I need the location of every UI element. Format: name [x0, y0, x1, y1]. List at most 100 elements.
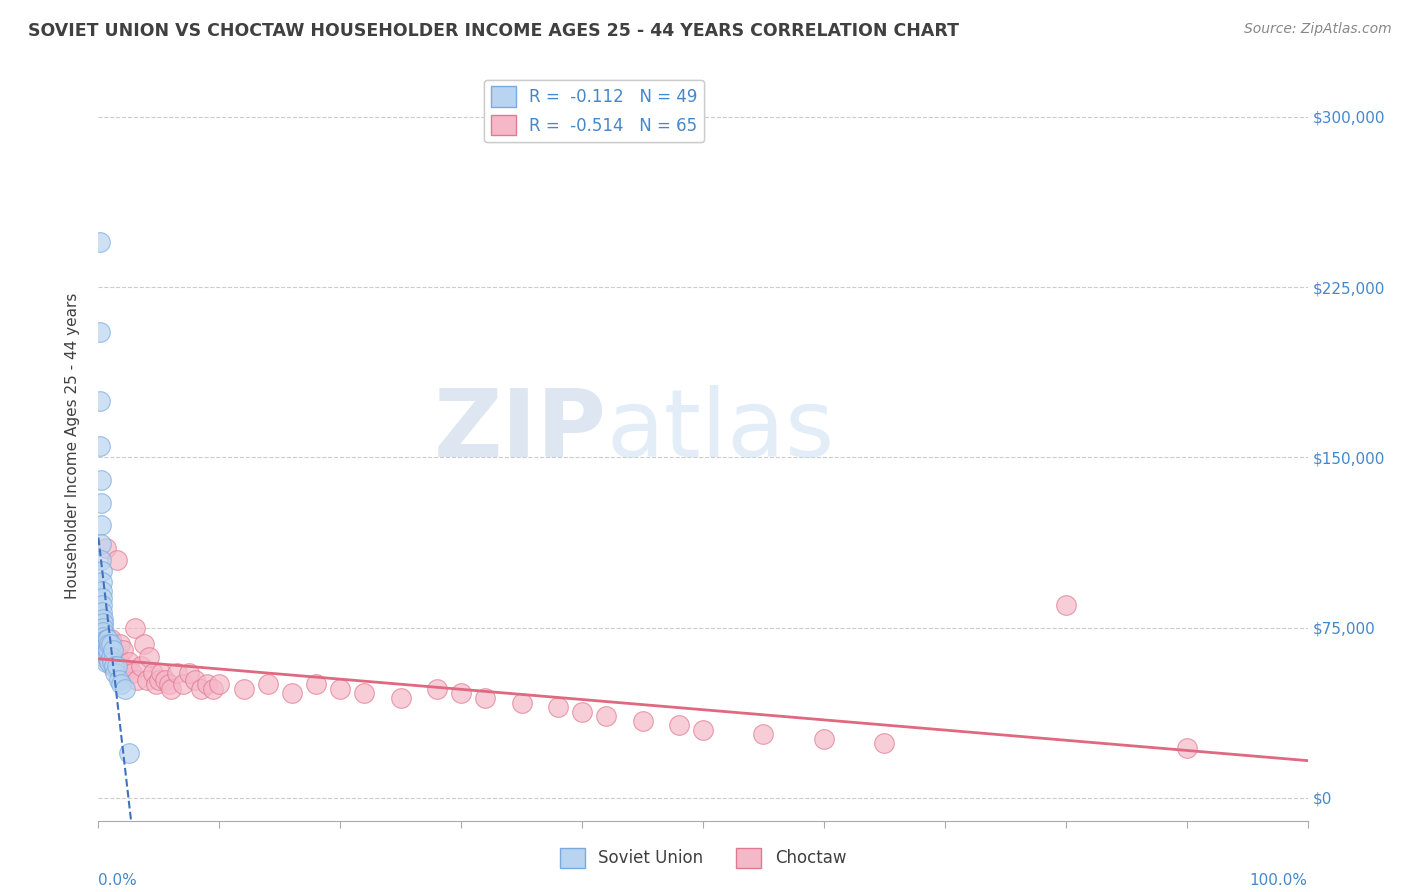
Point — [94, 650, 117, 665]
Point — [153, 673, 176, 687]
Point — [135, 673, 157, 687]
Point — [89, 326, 111, 340]
Point — [96, 636, 118, 650]
Point — [114, 681, 136, 696]
Point — [752, 727, 775, 741]
Point — [100, 636, 122, 650]
Point — [111, 643, 134, 657]
Point — [281, 686, 304, 700]
Point — [97, 643, 120, 657]
Point — [124, 621, 146, 635]
Point — [103, 650, 125, 665]
Point — [91, 625, 114, 640]
Point — [150, 666, 173, 681]
Point — [89, 439, 111, 453]
Point — [97, 632, 120, 646]
Point — [91, 564, 114, 578]
Point — [813, 731, 835, 746]
Point — [91, 616, 114, 631]
Point — [93, 639, 115, 653]
Point — [105, 552, 128, 566]
Point — [108, 636, 131, 650]
Point — [91, 630, 114, 644]
Point — [107, 650, 129, 665]
Point — [91, 605, 114, 619]
Point — [91, 611, 114, 625]
Point — [94, 655, 117, 669]
Point — [108, 673, 131, 687]
Point — [668, 718, 690, 732]
Point — [104, 666, 127, 681]
Point — [93, 636, 115, 650]
Point — [138, 650, 160, 665]
Point — [90, 473, 112, 487]
Point — [108, 655, 131, 669]
Point — [93, 646, 115, 660]
Point — [256, 677, 278, 691]
Point — [114, 666, 136, 681]
Point — [93, 636, 115, 650]
Point — [142, 666, 165, 681]
Point — [157, 677, 180, 691]
Text: ZIP: ZIP — [433, 385, 606, 477]
Point — [90, 518, 112, 533]
Point — [232, 681, 254, 696]
Point — [134, 636, 156, 650]
Legend: Soviet Union, Choctaw: Soviet Union, Choctaw — [553, 841, 853, 875]
Text: SOVIET UNION VS CHOCTAW HOUSEHOLDER INCOME AGES 25 - 44 YEARS CORRELATION CHART: SOVIET UNION VS CHOCTAW HOUSEHOLDER INCO… — [28, 22, 959, 40]
Point — [145, 677, 167, 691]
Point — [118, 746, 141, 760]
Legend: R =  -0.112   N = 49, R =  -0.514   N = 65: R = -0.112 N = 49, R = -0.514 N = 65 — [484, 79, 704, 142]
Point — [98, 655, 121, 669]
Point — [121, 666, 143, 681]
Text: 0.0%: 0.0% — [98, 873, 138, 888]
Point — [148, 673, 170, 687]
Text: Source: ZipAtlas.com: Source: ZipAtlas.com — [1244, 22, 1392, 37]
Point — [127, 673, 149, 687]
Point — [160, 681, 183, 696]
Point — [329, 681, 352, 696]
Point — [104, 655, 127, 669]
Point — [195, 677, 218, 691]
Point — [179, 666, 201, 681]
Point — [91, 584, 114, 599]
Point — [692, 723, 714, 737]
Point — [1175, 741, 1198, 756]
Point — [184, 673, 207, 687]
Point — [190, 681, 212, 696]
Text: atlas: atlas — [606, 385, 835, 477]
Point — [96, 643, 118, 657]
Point — [110, 677, 132, 691]
Point — [91, 575, 114, 590]
Point — [90, 552, 112, 566]
Point — [118, 655, 141, 669]
Y-axis label: Householder Income Ages 25 - 44 years: Householder Income Ages 25 - 44 years — [65, 293, 80, 599]
Point — [91, 627, 114, 641]
Point — [172, 677, 194, 691]
Point — [103, 659, 125, 673]
Point — [474, 691, 496, 706]
Point — [595, 709, 617, 723]
Point — [100, 659, 122, 673]
Point — [166, 666, 188, 681]
Point — [90, 496, 112, 510]
Point — [100, 632, 122, 646]
Point — [94, 648, 117, 662]
Point — [94, 652, 117, 666]
Point — [91, 634, 114, 648]
Point — [510, 696, 533, 710]
Point — [98, 650, 121, 665]
Point — [94, 541, 117, 556]
Point — [129, 659, 152, 673]
Point — [91, 598, 114, 612]
Point — [101, 643, 124, 657]
Point — [90, 536, 112, 550]
Text: 100.0%: 100.0% — [1250, 873, 1308, 888]
Point — [96, 650, 118, 665]
Point — [100, 655, 122, 669]
Point — [873, 736, 896, 750]
Point — [547, 700, 569, 714]
Point — [91, 621, 114, 635]
Point — [90, 636, 112, 650]
Point — [110, 666, 132, 681]
